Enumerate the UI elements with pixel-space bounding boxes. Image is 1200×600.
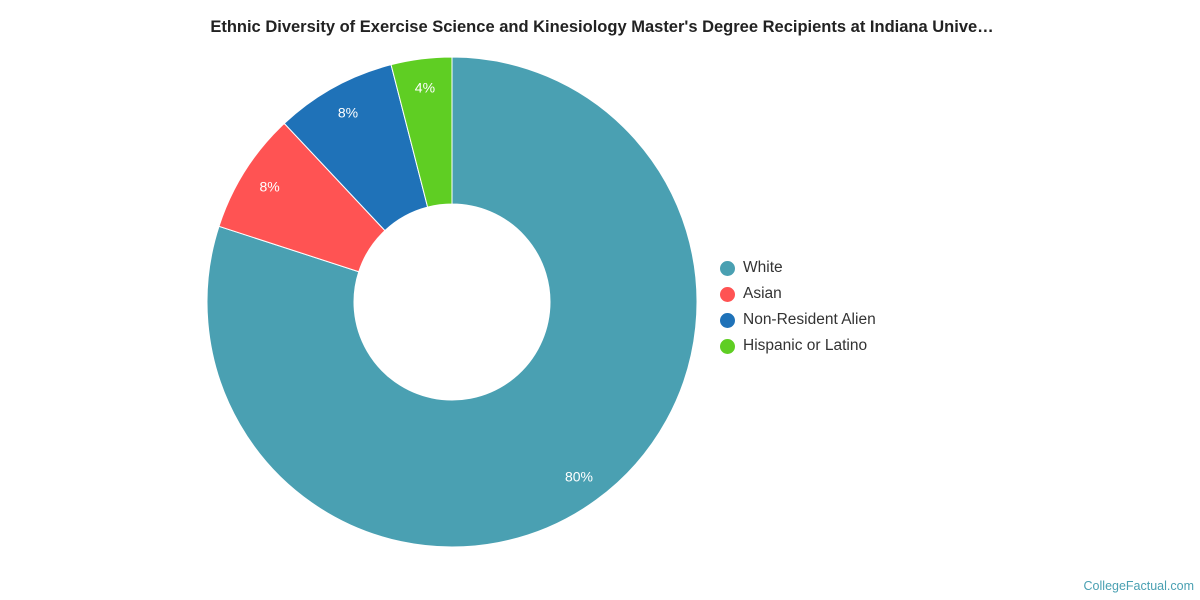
legend: White Asian Non-Resident Alien Hispanic … [720, 255, 876, 359]
legend-label: Asian [743, 285, 782, 302]
legend-item-non-resident-alien[interactable]: Non-Resident Alien [720, 307, 876, 333]
legend-label: White [743, 259, 783, 276]
chart-title: Ethnic Diversity of Exercise Science and… [210, 18, 994, 36]
legend-item-asian[interactable]: Asian [720, 281, 876, 307]
slice-white[interactable] [206, 56, 698, 548]
legend-label: Non-Resident Alien [743, 311, 876, 328]
legend-dot [720, 312, 735, 328]
legend-item-white[interactable]: White [720, 255, 876, 281]
legend-dot [720, 286, 735, 302]
data-label: 4% [415, 80, 435, 96]
data-label: 8% [338, 105, 358, 121]
legend-dot [720, 338, 735, 354]
legend-label: Hispanic or Latino [743, 337, 868, 354]
legend-item-hispanic[interactable]: Hispanic or Latino [720, 333, 876, 359]
legend-dot [720, 260, 735, 276]
data-label: 8% [260, 178, 280, 194]
slice-hispanic-or-latino[interactable] [390, 56, 453, 208]
credit-link[interactable]: CollegeFactual.com [1083, 579, 1194, 593]
data-label: 80% [565, 469, 593, 485]
